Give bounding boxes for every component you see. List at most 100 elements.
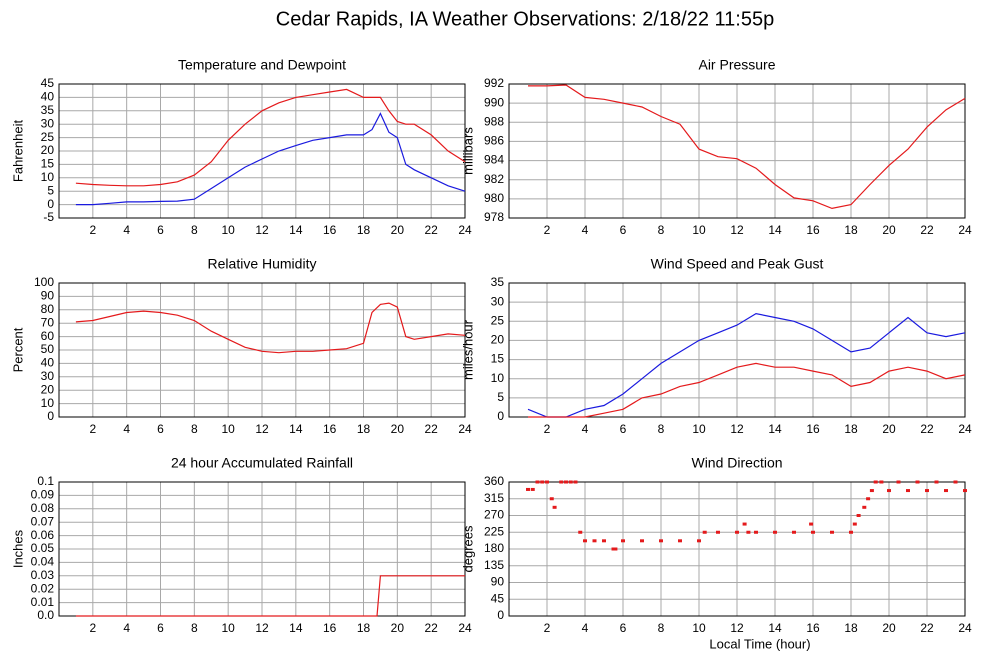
data-point <box>830 530 834 534</box>
data-point <box>659 539 663 543</box>
data-point <box>852 522 857 526</box>
y-tick-label: 990 <box>484 95 504 109</box>
x-tick-label: 4 <box>582 422 589 436</box>
data-line <box>75 112 466 206</box>
x-tick-label: 12 <box>730 621 744 635</box>
data-point <box>702 530 707 534</box>
y-tick-label: 25 <box>41 130 55 144</box>
data-point <box>545 480 549 484</box>
data-point <box>697 539 701 543</box>
data-point <box>873 480 878 484</box>
y-tick-label: 10 <box>491 371 505 385</box>
x-tick-label: 10 <box>221 422 235 436</box>
x-tick-label: 14 <box>289 621 303 635</box>
data-point <box>792 530 796 534</box>
data-point <box>887 489 891 493</box>
data-point <box>530 487 535 491</box>
data-point <box>583 539 587 543</box>
panel-title: Air Pressure <box>698 57 775 73</box>
x-tick-label: 2 <box>544 223 551 237</box>
plot-frame <box>508 83 966 219</box>
x-tick-label: 10 <box>221 223 235 237</box>
y-tick-label: 20 <box>491 333 505 347</box>
x-tick-label: 14 <box>289 422 303 436</box>
x-tick-label: 8 <box>658 422 665 436</box>
data-point <box>906 489 910 493</box>
data-line <box>528 84 966 210</box>
x-tick-label: 16 <box>323 223 337 237</box>
x-tick-label: 10 <box>692 621 706 635</box>
x-tick-label: 6 <box>157 422 164 436</box>
y-tick-label: 90 <box>491 575 505 589</box>
x-tick-label: 24 <box>958 223 972 237</box>
y-tick-label: 0.05 <box>31 541 55 555</box>
y-axis-label: Inches <box>10 529 25 568</box>
y-tick-label: 15 <box>41 157 55 171</box>
x-tick-label: 12 <box>255 422 269 436</box>
y-tick-label: 10 <box>41 170 55 184</box>
data-line <box>75 302 466 354</box>
data-point <box>621 539 625 543</box>
x-tick-label: 18 <box>844 621 858 635</box>
x-tick-label: 4 <box>582 223 589 237</box>
x-tick-label: 24 <box>958 422 972 436</box>
y-tick-label: 0.1 <box>37 474 54 488</box>
x-tick-label: 18 <box>844 422 858 436</box>
x-tick-label: 16 <box>806 621 820 635</box>
y-tick-label: 0 <box>497 409 504 423</box>
y-tick-label: 50 <box>41 342 55 356</box>
x-tick-label: 6 <box>620 223 627 237</box>
data-point <box>866 497 871 501</box>
x-tick-label: 20 <box>391 223 405 237</box>
plot-frame <box>508 282 966 418</box>
plot-frame <box>58 282 466 418</box>
data-point <box>535 480 540 484</box>
y-tick-label: 0.06 <box>31 528 55 542</box>
plot-frame <box>508 481 966 617</box>
x-tick-label: 20 <box>391 621 405 635</box>
x-tick-label: 12 <box>255 223 269 237</box>
data-point <box>869 489 874 493</box>
y-tick-label: 5 <box>497 390 504 404</box>
data-point <box>526 487 530 491</box>
y-tick-label: 986 <box>484 134 504 148</box>
panel-title: Wind Speed and Peak Gust <box>651 256 824 272</box>
y-tick-label: 35 <box>491 275 505 289</box>
x-tick-label: 4 <box>123 223 130 237</box>
data-point <box>915 480 920 484</box>
data-point <box>862 505 867 509</box>
data-line <box>75 575 465 617</box>
y-tick-label: 100 <box>34 275 54 289</box>
x-tick-label: 18 <box>357 223 371 237</box>
y-tick-label: 0 <box>497 608 504 622</box>
x-tick-label: 8 <box>658 621 665 635</box>
x-tick-label: 14 <box>768 223 782 237</box>
panel: 24 hour Accumulated RainfallInches0.00.0… <box>10 455 472 635</box>
x-tick-label: 8 <box>191 621 198 635</box>
x-tick-label: 20 <box>882 422 896 436</box>
data-line <box>528 362 966 418</box>
data-point <box>746 530 751 534</box>
x-tick-label: 18 <box>844 223 858 237</box>
data-point <box>573 480 578 484</box>
y-tick-label: 30 <box>41 369 55 383</box>
y-axis-label: degrees <box>460 525 475 572</box>
x-tick-label: 12 <box>730 422 744 436</box>
x-tick-label: 14 <box>289 223 303 237</box>
x-tick-label: 2 <box>89 422 96 436</box>
data-point <box>592 539 597 543</box>
x-tick-label: 12 <box>255 621 269 635</box>
data-point <box>640 539 644 543</box>
y-tick-label: 180 <box>484 541 504 555</box>
data-point <box>879 480 884 484</box>
y-tick-label: 0.0 <box>37 608 54 622</box>
x-tick-label: 4 <box>582 621 589 635</box>
data-point <box>809 522 814 526</box>
x-tick-label: 16 <box>323 422 337 436</box>
x-tick-label: 14 <box>768 621 782 635</box>
data-point <box>549 497 554 501</box>
y-tick-label: 270 <box>484 508 504 522</box>
y-tick-label: 0.03 <box>31 568 55 582</box>
x-tick-label: 18 <box>357 422 371 436</box>
y-tick-label: 0.04 <box>31 555 55 569</box>
